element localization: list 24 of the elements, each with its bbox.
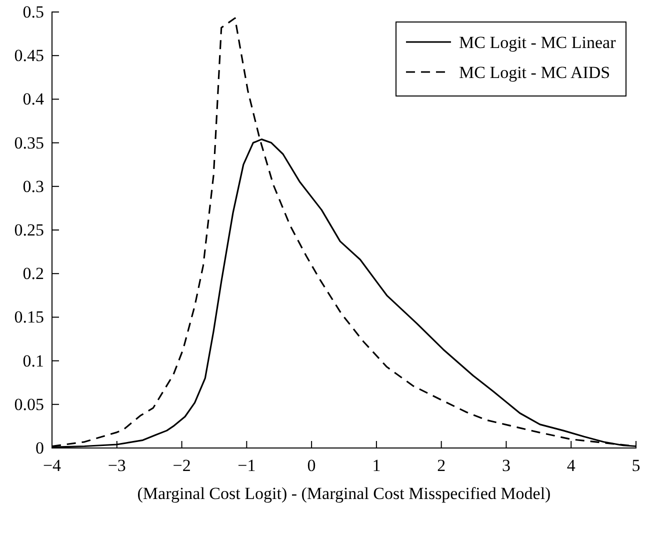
y-tick-label: 0.05 [14, 394, 44, 414]
y-tick-label: 0.5 [22, 2, 44, 22]
x-tick-label: 1 [372, 456, 381, 476]
x-tick-label: 4 [566, 456, 576, 476]
x-tick-label: 2 [437, 456, 446, 476]
x-tick-label: −4 [42, 456, 62, 476]
y-tick-label: 0.3 [22, 176, 44, 196]
legend-label: MC Logit - MC Linear [459, 33, 616, 52]
x-tick-label: 3 [502, 456, 510, 476]
x-axis-title: (Marginal Cost Logit) - (Marginal Cost Misspecified Model) [137, 484, 551, 503]
x-tick-label: −3 [108, 456, 126, 476]
x-tick-label: −1 [238, 456, 256, 476]
y-tick-label: 0.35 [14, 133, 44, 152]
x-tick-label: −2 [172, 456, 191, 476]
y-tick-label: 0.25 [14, 220, 44, 240]
y-tick-label: 0.2 [22, 264, 44, 284]
y-tick-label: 0.4 [22, 90, 44, 109]
legend-label: MC Logit - MC AIDS [459, 63, 610, 82]
y-tick-label: 0.15 [14, 308, 44, 327]
y-tick-label: 0 [36, 438, 44, 458]
x-tick-label: 5 [632, 456, 640, 476]
x-tick-label: 0 [307, 456, 316, 476]
y-tick-label: 0.1 [22, 351, 44, 370]
y-tick-label: 0.45 [14, 46, 44, 66]
